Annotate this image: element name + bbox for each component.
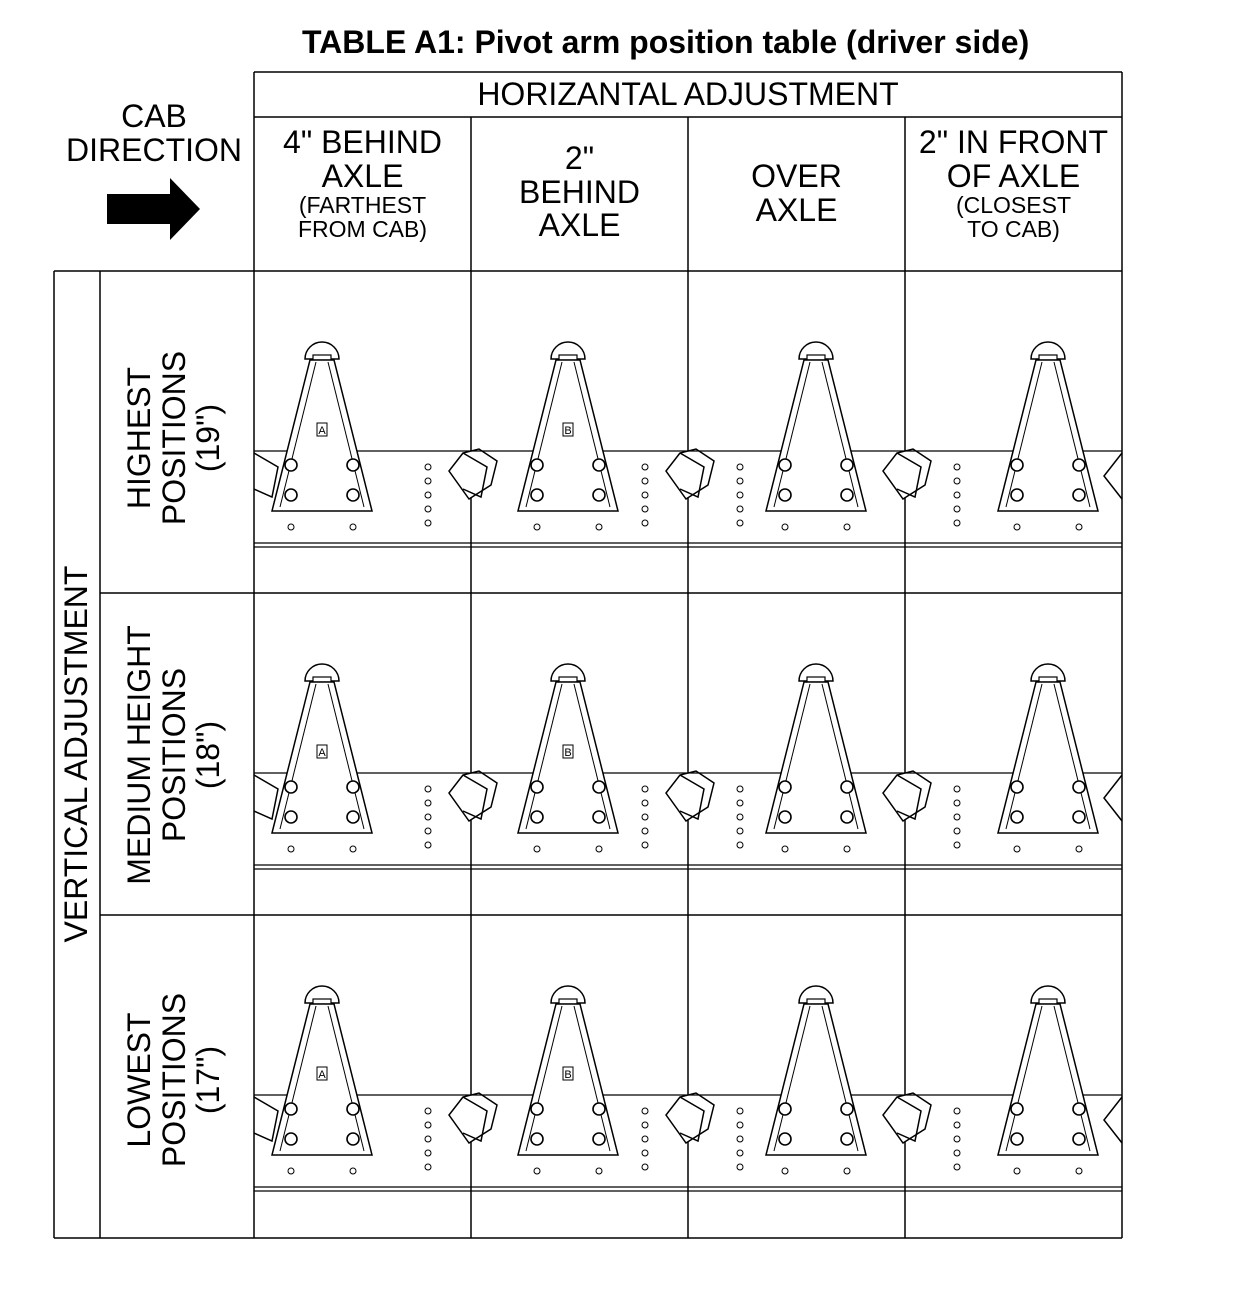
pivot-arm-drawing bbox=[679, 341, 932, 548]
col-header-line: 2" IN FRONT bbox=[918, 124, 1109, 160]
row-header-line: POSITIONS bbox=[155, 992, 192, 1168]
row-header-line: LOWEST bbox=[121, 1012, 157, 1148]
row-header-highest: HIGHEST POSITIONS (19") bbox=[121, 288, 232, 588]
col-header-note: (CLOSEST bbox=[955, 192, 1072, 219]
pivot-arm-drawing: B bbox=[462, 985, 715, 1192]
pivot-arm-drawing bbox=[679, 985, 932, 1192]
pivot-arm-drawing bbox=[896, 985, 1123, 1192]
col-header-note: FROM CAB) bbox=[297, 216, 428, 243]
pivot-arm-drawing: B bbox=[462, 341, 715, 548]
col-header-note: TO CAB) bbox=[967, 216, 1060, 243]
row-header-line: (17") bbox=[190, 1045, 227, 1115]
column-header-over-axle: OVER AXLE bbox=[688, 158, 905, 228]
col-header-note: (FARTHEST bbox=[298, 192, 427, 219]
row-header-line: MEDIUM HEIGHT bbox=[121, 625, 157, 885]
pivot-arm-drawing bbox=[896, 663, 1123, 870]
column-header-2in-front: 2" IN FRONT OF AXLE (CLOSEST TO CAB) bbox=[905, 124, 1122, 243]
plate-label: A bbox=[318, 747, 326, 759]
col-header-line: AXLE bbox=[321, 157, 404, 194]
pivot-arm-drawing bbox=[896, 341, 1123, 548]
column-header-2in-behind: 2" BEHIND AXLE bbox=[471, 140, 688, 244]
pivot-arm-drawing: A bbox=[253, 341, 498, 548]
row-header-line: POSITIONS bbox=[155, 350, 192, 526]
table-title: TABLE A1: Pivot arm position table (driv… bbox=[302, 24, 1030, 60]
horizontal-adjustment-header: HORIZANTAL ADJUSTMENT bbox=[477, 76, 899, 112]
cab-direction-label: CAB DIRECTION bbox=[54, 98, 254, 168]
right-arrow-icon bbox=[107, 178, 200, 240]
pivot-arm-drawing: A bbox=[253, 985, 498, 1192]
plate-label: B bbox=[564, 1069, 571, 1081]
vertical-adjustment-header: VERTICAL ADJUSTMENT bbox=[58, 565, 94, 943]
col-header-line: BEHIND bbox=[519, 173, 640, 210]
row-header-medium: MEDIUM HEIGHT POSITIONS (18") bbox=[121, 605, 232, 905]
plate-label: B bbox=[564, 747, 571, 759]
plate-label: A bbox=[318, 425, 326, 437]
row-header-line: (19") bbox=[190, 403, 227, 473]
col-header-line: 2" bbox=[564, 140, 595, 176]
col-header-line: AXLE bbox=[755, 191, 838, 228]
pivot-arm-drawing: A bbox=[253, 663, 498, 870]
plate-label: B bbox=[564, 425, 571, 437]
row-header-lowest: LOWEST POSITIONS (17") bbox=[121, 930, 232, 1230]
row-header-line: (18") bbox=[190, 720, 227, 790]
direction-label: DIRECTION bbox=[66, 131, 242, 168]
cab-label: CAB bbox=[121, 98, 187, 134]
row-header-line: HIGHEST bbox=[121, 366, 157, 510]
column-header-4in-behind: 4" BEHIND AXLE (FARTHEST FROM CAB) bbox=[254, 124, 471, 243]
pivot-arm-drawing: B bbox=[462, 663, 715, 870]
col-header-line: 4" BEHIND bbox=[283, 124, 442, 160]
col-header-line: OVER bbox=[751, 158, 842, 194]
col-header-line: AXLE bbox=[538, 207, 621, 244]
row-header-line: POSITIONS bbox=[155, 667, 192, 843]
col-header-line: OF AXLE bbox=[946, 157, 1081, 194]
pivot-arm-drawing bbox=[679, 663, 932, 870]
plate-label: A bbox=[318, 1069, 326, 1081]
